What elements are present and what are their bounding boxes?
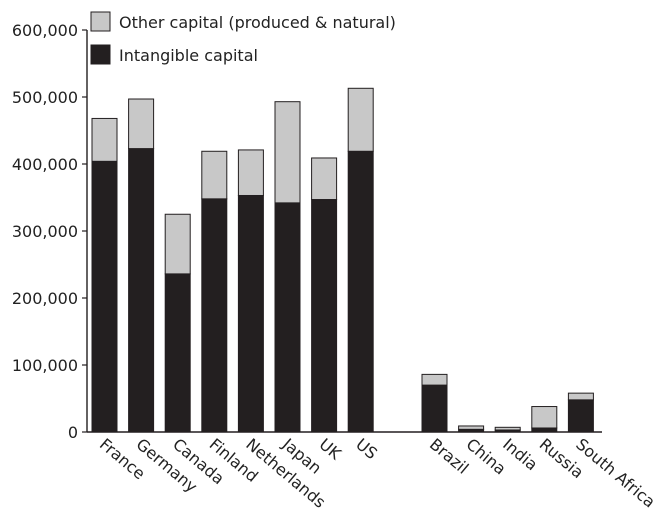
bars-group (91, 87, 594, 433)
bar-germany-intangible-capital (128, 148, 155, 433)
legend-label-intangible-capital: Intangible capital (119, 46, 258, 65)
y-tick-label: 500,000 (12, 88, 78, 107)
bar-netherlands-intangible-capital (237, 194, 264, 433)
bar-us-other-capital-produced-natural (347, 87, 374, 152)
bar-finland-intangible-capital (201, 198, 228, 433)
bar-finland-other-capital-produced-natural (201, 150, 228, 200)
bar-china-other-capital-produced-natural (458, 425, 485, 430)
bar-uk-intangible-capital (311, 199, 338, 433)
y-tick-label: 0 (68, 423, 78, 442)
legend-label-other-capital-produced-natural: Other capital (produced & natural) (119, 13, 396, 32)
y-tick-label: 300,000 (12, 222, 78, 241)
bar-india-other-capital-produced-natural (494, 426, 521, 431)
bar-us-intangible-capital (347, 150, 374, 433)
x-tick-label-us: US (352, 435, 381, 464)
bar-russia-intangible-capital (531, 427, 558, 433)
x-tick-label-china: China (463, 435, 510, 479)
x-tick-label-brazil: Brazil (426, 435, 472, 478)
y-tick-label: 100,000 (12, 356, 78, 375)
bar-south-africa-intangible-capital (567, 399, 594, 433)
bar-brazil-intangible-capital (421, 384, 448, 433)
x-tick-label-south-africa: South Africa (572, 435, 655, 512)
legend-swatch-other-capital-produced-natural (90, 11, 111, 32)
bar-germany-other-capital-produced-natural (128, 98, 155, 150)
bar-russia-other-capital-produced-natural (531, 406, 558, 429)
legend: Other capital (produced & natural) Intang… (90, 11, 396, 65)
x-axis-labels: FranceGermanyCanadaFinlandNetherlandsJap… (96, 434, 655, 512)
bar-uk-other-capital-produced-natural (311, 157, 338, 201)
bar-japan-intangible-capital (274, 202, 301, 433)
bar-netherlands-other-capital-produced-natural (237, 149, 264, 196)
bar-france-other-capital-produced-natural (91, 117, 118, 162)
bar-canada-other-capital-produced-natural (164, 213, 191, 275)
bar-south-africa-other-capital-produced-natural (567, 392, 594, 401)
bar-france-intangible-capital (91, 160, 118, 433)
legend-swatch-intangible-capital (90, 44, 111, 65)
bar-japan-other-capital-produced-natural (274, 101, 301, 204)
y-tick-label: 600,000 (12, 21, 78, 40)
y-tick-label: 200,000 (12, 289, 78, 308)
bar-brazil-other-capital-produced-natural (421, 373, 448, 386)
y-tick-label: 400,000 (12, 155, 78, 174)
axes: 0 100,000 200,000 300,000 400,000 500,000 600,… (12, 21, 602, 442)
bar-canada-intangible-capital (164, 273, 191, 433)
